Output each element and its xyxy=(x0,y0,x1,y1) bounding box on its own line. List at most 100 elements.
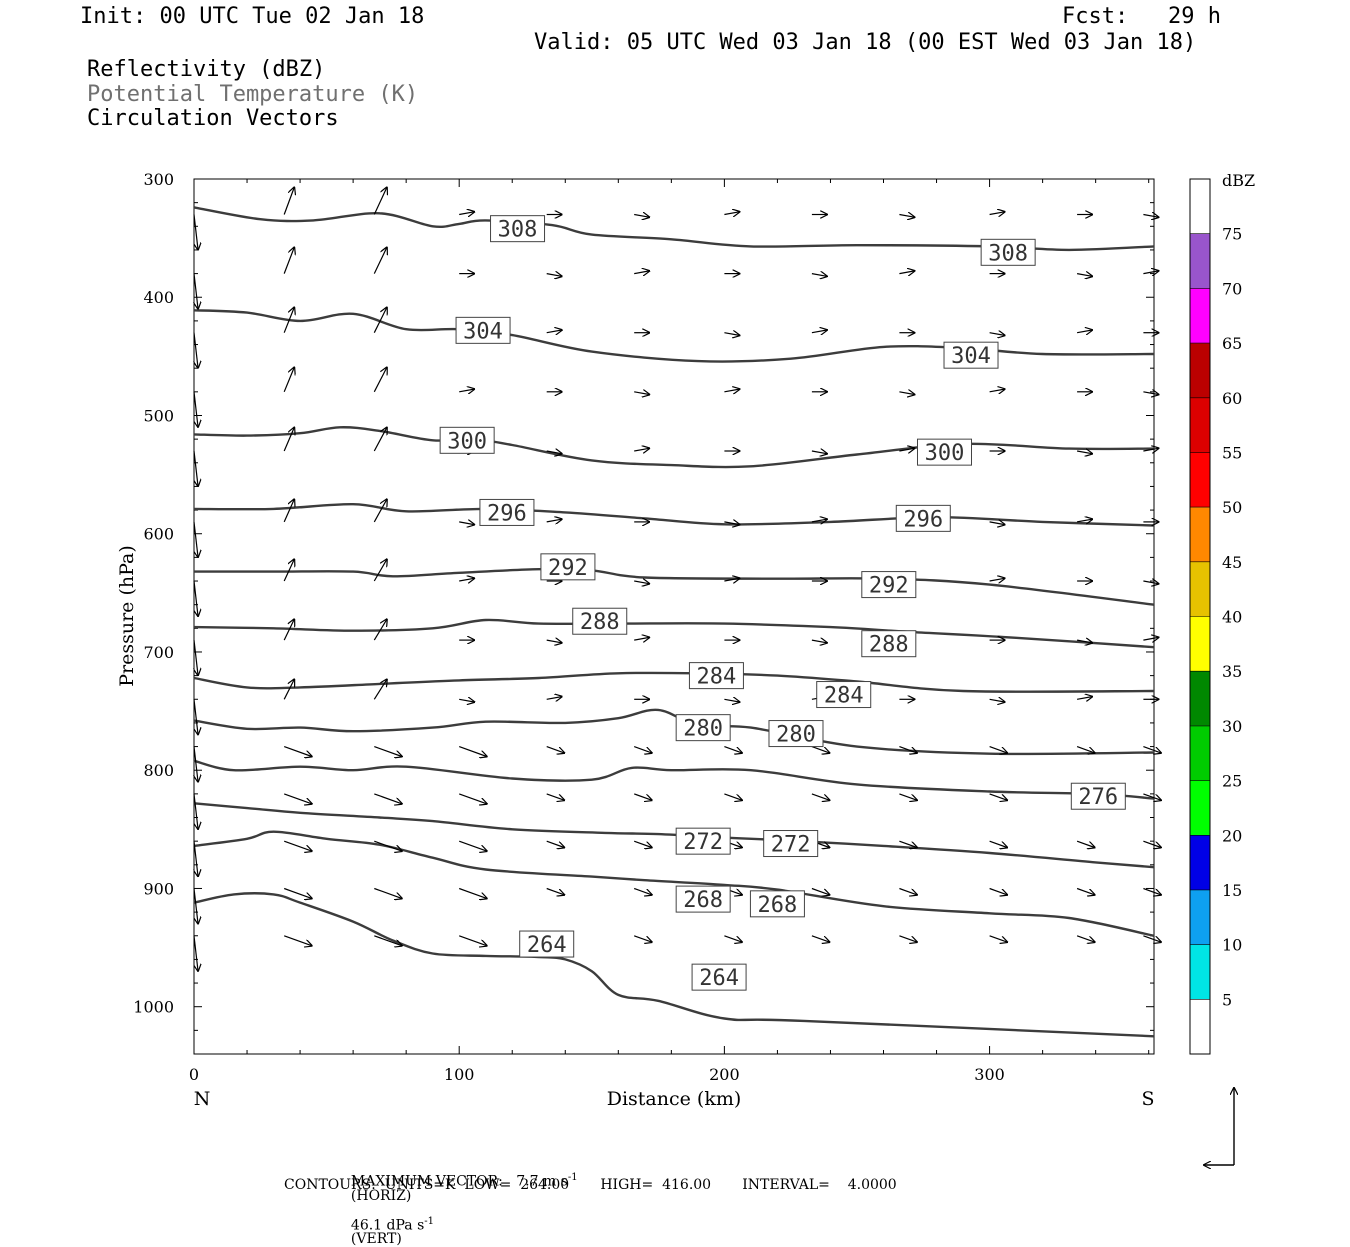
circulation-vector xyxy=(458,887,487,899)
contour-label-box xyxy=(479,498,535,526)
circulation-vector xyxy=(283,428,294,452)
circulation-vector xyxy=(1143,271,1158,274)
contour-label-280: 280 xyxy=(675,714,731,742)
circulation-vector xyxy=(194,214,198,250)
circulation-vector xyxy=(546,793,565,800)
y-tick-label: 400 xyxy=(143,288,174,307)
colorbar-segment xyxy=(1190,944,1210,1000)
circulation-vector xyxy=(899,215,914,218)
colorbar-segment xyxy=(1190,397,1210,453)
circulation-vector xyxy=(1076,330,1092,333)
circulation-vector xyxy=(811,640,827,643)
circulation-vector xyxy=(1076,274,1092,277)
reference-vector-icon xyxy=(1204,1088,1234,1165)
horiz-exponent: -1 xyxy=(567,1172,578,1183)
circulation-vector xyxy=(546,274,562,277)
circulation-vector xyxy=(724,212,739,215)
circulation-vector xyxy=(458,746,487,757)
circulation-vector xyxy=(1076,451,1092,454)
maximum-vector-line: MAXIMUM VECTOR: 7.7 m s-1 (HORIZ) 46.1 d… xyxy=(350,1172,578,1247)
axis-ticks: 300 400 500 600 700 800 900 1000 0 100 200 300 xyxy=(133,170,1154,1084)
contour-label-box xyxy=(490,215,546,243)
circulation-vector xyxy=(811,746,830,753)
circulation-vector xyxy=(633,887,652,895)
circulation-vector xyxy=(724,522,739,525)
circulation-vector xyxy=(1076,840,1095,847)
colorbar-level-label: 35 xyxy=(1222,662,1242,681)
contour-label-text: 288 xyxy=(580,610,620,635)
y-tick-label: 300 xyxy=(143,170,174,189)
circulation-vector xyxy=(633,793,652,800)
circulation-vector xyxy=(459,699,474,702)
contour-label-288: 288 xyxy=(861,630,917,658)
colorbar-level-label: 30 xyxy=(1222,717,1242,736)
contour-label-box xyxy=(768,720,824,748)
circulation-vector xyxy=(194,332,198,368)
circulation-vector xyxy=(546,451,562,454)
circulation-vector xyxy=(458,793,487,804)
contour-label-box xyxy=(519,930,575,958)
circulation-vector xyxy=(724,793,742,800)
circulation-vector xyxy=(1143,746,1161,753)
contour-label-288: 288 xyxy=(572,607,628,635)
circulation-vector xyxy=(546,330,562,333)
contour-label-box xyxy=(1070,782,1126,810)
colorbar-segment xyxy=(1190,179,1210,234)
contour-label-text: 284 xyxy=(824,684,864,709)
circulation-vector xyxy=(811,330,827,333)
colorbar-segment xyxy=(1190,889,1210,945)
circulation-vector xyxy=(373,188,387,215)
y-tick-label: 500 xyxy=(143,406,174,425)
circulation-vector xyxy=(546,640,562,643)
circulation-vector xyxy=(989,212,1005,215)
contour-label-box xyxy=(895,504,951,532)
contour-label-296: 296 xyxy=(479,498,535,526)
circulation-vector xyxy=(459,522,474,525)
colorbar-level-label: 75 xyxy=(1222,225,1242,244)
contour-label-box xyxy=(749,890,805,918)
circulation-vector xyxy=(724,578,739,581)
colorbar-segment xyxy=(1190,671,1210,726)
circulation-vector xyxy=(283,619,294,641)
circulation-vector xyxy=(634,392,649,395)
colorbar-segment xyxy=(1190,725,1210,781)
circulation-vector xyxy=(373,428,387,452)
x-end-label-north: N xyxy=(194,1088,211,1110)
circulation-vector xyxy=(283,680,294,700)
circulation-vector xyxy=(374,840,402,851)
contour-label-276: 276 xyxy=(1070,782,1126,810)
contour-label-text: 304 xyxy=(463,319,503,344)
contour-label-text: 300 xyxy=(925,441,965,466)
colorbar-level-label: 5 xyxy=(1222,990,1232,1009)
circulation-vector xyxy=(194,391,198,427)
colorbar-level-label: 60 xyxy=(1222,389,1242,408)
y-tick-label: 800 xyxy=(143,761,174,780)
circulation-vector xyxy=(633,840,652,847)
y-tick-label: 600 xyxy=(143,525,174,544)
field-reflectivity: Reflectivity (dBZ) xyxy=(87,57,326,82)
colorbar-segment xyxy=(1190,452,1210,508)
circulation-vector xyxy=(194,580,198,616)
circulation-vector xyxy=(194,699,198,734)
contour-label-box xyxy=(861,571,917,599)
circulation-vector xyxy=(899,392,914,395)
circulation-vector xyxy=(283,935,312,946)
circulation-vector xyxy=(459,578,474,581)
circulation-vector xyxy=(546,697,562,700)
contour-label-304: 304 xyxy=(943,341,999,369)
circulation-vector xyxy=(283,840,312,851)
circulation-vector xyxy=(899,935,917,942)
contour-label-292: 292 xyxy=(540,553,596,581)
circulation-vector xyxy=(373,680,387,700)
x-tick-label: 300 xyxy=(974,1065,1005,1084)
field-circulation-vectors: Circulation Vectors xyxy=(87,106,339,131)
circulation-vector xyxy=(989,522,1005,525)
circulation-vector xyxy=(194,521,198,557)
init-time: Init: 00 UTC Tue 02 Jan 18 xyxy=(80,4,425,29)
contour-label-308: 308 xyxy=(980,238,1036,266)
contour-label-272: 272 xyxy=(763,830,819,858)
circulation-vector xyxy=(194,841,198,876)
circulation-vector xyxy=(811,274,827,277)
theta-contour-272 xyxy=(193,802,1155,869)
